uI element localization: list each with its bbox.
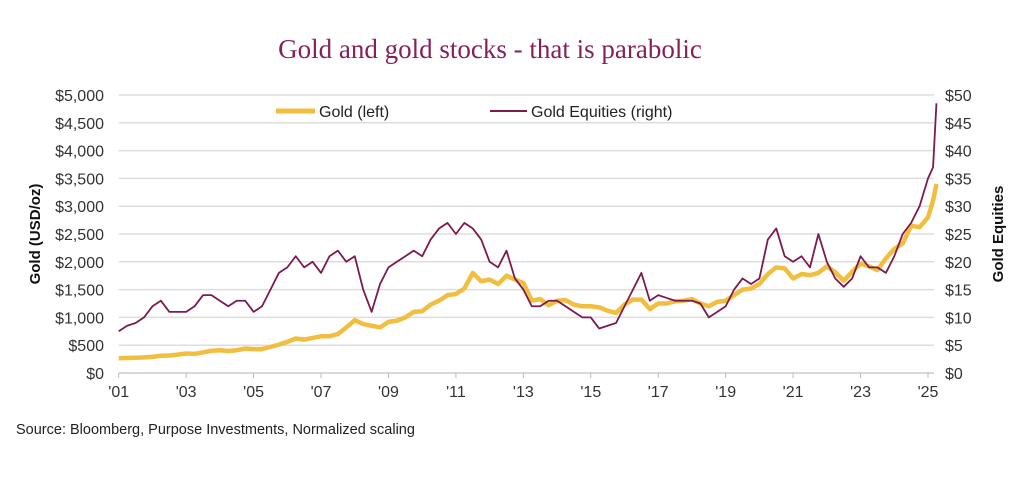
y-tick-left: $3,500 xyxy=(55,171,104,188)
x-tick: '25 xyxy=(918,384,939,401)
y-tick-left: $1,500 xyxy=(55,283,104,300)
x-tick: '03 xyxy=(176,384,197,401)
y-tick-left: $2,000 xyxy=(55,255,104,272)
x-tick: '21 xyxy=(783,384,804,401)
y-tick-left: $2,500 xyxy=(55,227,104,244)
series-line-gold-equities xyxy=(118,103,938,333)
y-tick-right: $25 xyxy=(945,227,972,244)
y-tick-right: $15 xyxy=(945,283,972,300)
y-tick-right: $50 xyxy=(945,88,972,105)
y-tick-left: $0 xyxy=(86,366,104,383)
x-tick: '13 xyxy=(513,384,534,401)
chart-title: Gold and gold stocks - that is parabolic xyxy=(278,34,702,64)
y-tick-right: $0 xyxy=(945,366,963,383)
x-tick: '09 xyxy=(378,384,399,401)
source-note: Source: Bloomberg, Purpose Investments, … xyxy=(16,422,415,438)
y-tick-left: $4,000 xyxy=(55,144,104,161)
y-tick-left: $3,000 xyxy=(55,199,104,216)
y-tick-right: $40 xyxy=(945,144,972,161)
y-tick-left: $500 xyxy=(68,338,104,355)
x-tick: '05 xyxy=(243,384,264,401)
y-tick-left: $1,000 xyxy=(55,310,104,327)
legend-label-gold: Gold (left) xyxy=(319,104,389,121)
y-tick-right: $5 xyxy=(945,338,963,355)
y-tick-right: $45 xyxy=(945,116,972,133)
y-tick-left: $4,500 xyxy=(55,116,104,133)
x-tick: '19 xyxy=(715,384,736,401)
x-tick: '23 xyxy=(850,384,871,401)
y-tick-left: $5,000 xyxy=(55,88,104,105)
y-tick-right: $35 xyxy=(945,171,972,188)
y-axis-label-right: Gold Equities xyxy=(990,186,1007,283)
y-tick-right: $10 xyxy=(945,310,972,327)
y-tick-right: $30 xyxy=(945,199,972,216)
series-line-gold xyxy=(118,183,939,361)
x-tick: '07 xyxy=(311,384,332,401)
x-tick: '01 xyxy=(108,384,129,401)
legend-label-gold-equities: Gold Equities (right) xyxy=(531,104,672,121)
y-tick-right: $20 xyxy=(945,255,972,272)
x-tick: '11 xyxy=(446,384,466,401)
x-tick: '15 xyxy=(580,384,601,401)
y-axis-label-left: Gold (USD/oz) xyxy=(27,184,44,285)
x-tick: '17 xyxy=(648,384,669,401)
